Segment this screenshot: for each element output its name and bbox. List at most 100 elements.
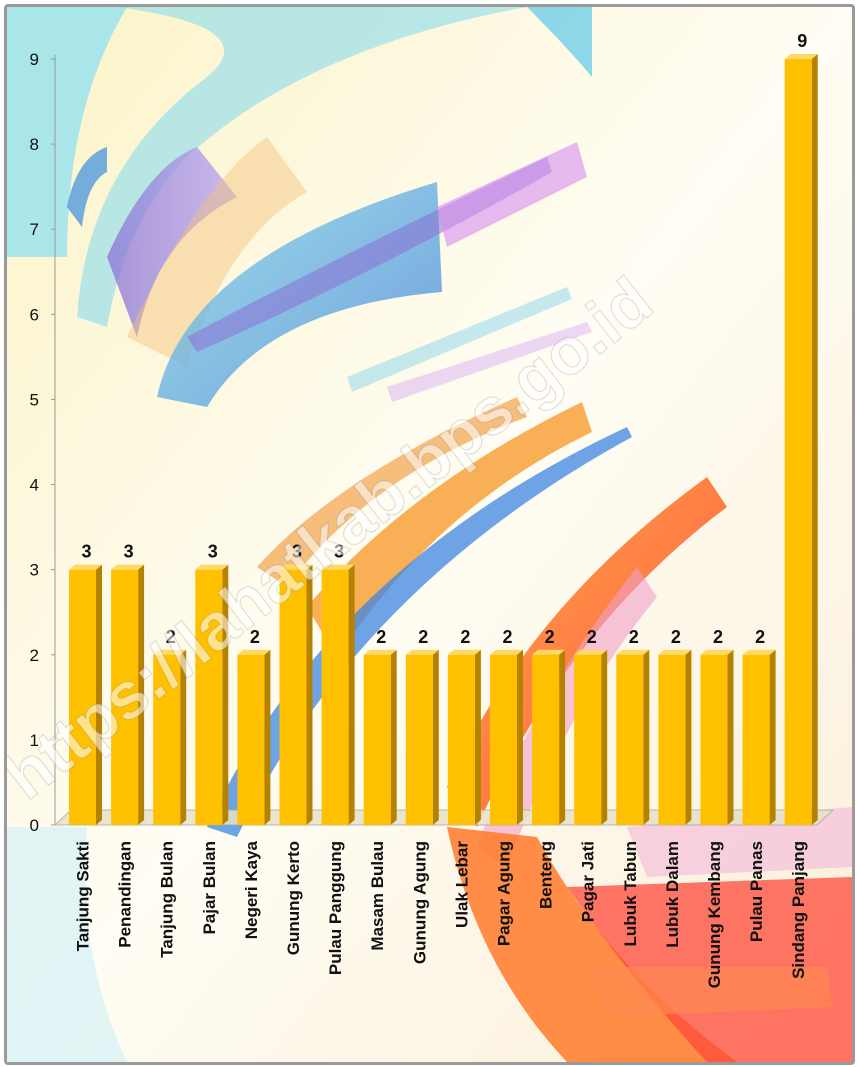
bar-front	[237, 654, 265, 825]
y-tick-label: 8	[30, 135, 39, 154]
x-tick-label: Ulak Lebar	[452, 841, 471, 928]
bar-side	[474, 649, 481, 825]
y-tick-label: 0	[30, 816, 39, 835]
bar-side	[601, 649, 608, 825]
bar-top	[658, 649, 692, 655]
bar-front	[363, 654, 391, 825]
bar-front	[490, 654, 517, 825]
bar-front	[321, 569, 349, 825]
data-label: 2	[671, 627, 681, 647]
bar-top	[574, 649, 608, 655]
bar	[700, 649, 734, 825]
bar-side	[811, 54, 818, 825]
bar	[363, 649, 397, 825]
bar-front	[742, 654, 770, 825]
data-label: 2	[460, 627, 470, 647]
x-tick-label: Penandingan	[116, 841, 135, 948]
data-label: 9	[797, 31, 807, 51]
x-tick-label: Pulau Panas	[747, 841, 766, 942]
bar-top	[616, 649, 650, 655]
bar	[532, 649, 566, 825]
data-label: 2	[629, 627, 639, 647]
x-tick-label: Sindang Panjang	[789, 841, 808, 979]
bar-top	[69, 564, 102, 570]
x-tick-label: Lubuk Tabun	[621, 841, 640, 946]
bar	[279, 564, 313, 825]
x-tick-label: Masam Bulau	[368, 841, 387, 951]
x-tick-label: Gunung Kembang	[705, 841, 724, 988]
bar-top	[195, 564, 229, 570]
x-tick-label: Tanjung Sakti	[74, 841, 93, 951]
bar-front	[153, 654, 181, 825]
bar	[405, 649, 439, 825]
bar-side	[727, 649, 734, 825]
y-tick-label: 1	[30, 731, 39, 750]
bar	[784, 54, 818, 825]
bar-top	[447, 649, 481, 655]
bar-top	[279, 564, 313, 570]
bar-front	[69, 569, 96, 825]
data-label: 2	[502, 627, 512, 647]
data-label: 2	[376, 627, 386, 647]
x-tick-label: Gunung Kerto	[284, 841, 303, 955]
bar	[321, 564, 355, 825]
x-tick-label: Lubuk Dalam	[663, 841, 682, 948]
bar	[447, 649, 481, 825]
y-tick-label: 6	[30, 305, 39, 324]
data-label: 2	[250, 627, 260, 647]
bar-front	[111, 569, 139, 825]
bar	[153, 649, 187, 825]
data-label: 3	[334, 542, 344, 562]
bar-side	[769, 649, 776, 825]
bar-side	[559, 649, 566, 825]
x-tick-label: Benteng	[537, 841, 556, 909]
data-labels: 3 3 2 3 2 3 3 2 2 2 2 2 2 2 2 2 2 9	[81, 31, 807, 647]
bar-front	[658, 654, 686, 825]
bar	[111, 564, 145, 825]
bar-side	[96, 564, 102, 825]
y-tick-label: 2	[30, 646, 39, 665]
bar-front	[700, 654, 728, 825]
x-tick-label: Negeri Kaya	[242, 840, 261, 939]
bar-side	[348, 564, 355, 825]
bar-front	[574, 654, 602, 825]
x-tick-label: Pagar Agung	[495, 841, 514, 946]
data-label: 3	[208, 542, 218, 562]
bars	[69, 54, 818, 825]
bar-front	[405, 654, 433, 825]
x-tick-label: Pagar Jati	[579, 841, 598, 922]
bar-side	[390, 649, 397, 825]
y-tick-label: 9	[30, 50, 39, 69]
bar	[490, 649, 523, 825]
bar	[742, 649, 776, 825]
y-tick-label: 7	[30, 220, 39, 239]
data-label: 2	[713, 627, 723, 647]
bar-side	[180, 649, 187, 825]
x-tick-label: Pulau Panggung	[326, 841, 345, 975]
bar-top	[111, 564, 145, 570]
bar-front	[616, 654, 644, 825]
data-label: 3	[124, 542, 134, 562]
bar-front	[532, 654, 560, 825]
y-tick-label: 3	[30, 561, 39, 580]
data-label: 3	[292, 542, 302, 562]
bar-top	[405, 649, 439, 655]
x-tick-label: Pajar Bulan	[200, 841, 219, 935]
bar-top	[490, 649, 523, 655]
data-label: 2	[166, 627, 176, 647]
bar-side	[222, 564, 229, 825]
bar-front	[447, 654, 475, 825]
bar-chart: 0 1 2 3 4 5 6 7 8 9 3 3 2 3 2 3 3 2 2 2 2 2 2 2 2 2 2 9 Tanjung Sa…	[7, 7, 852, 1062]
bar-side	[517, 649, 523, 825]
background-decoration	[7, 7, 852, 1062]
chart-frame: 0 1 2 3 4 5 6 7 8 9 3 3 2 3 2 3 3 2 2 2 2 2 2 2 2 2 2 9 Tanjung Sa…	[4, 4, 855, 1065]
bar-side	[643, 649, 650, 825]
bar	[195, 564, 229, 825]
bar-front	[784, 59, 812, 825]
bar-side	[138, 564, 145, 825]
x-tick-label: Tanjung Bulan	[158, 841, 177, 958]
bar-side	[432, 649, 439, 825]
bar	[574, 649, 608, 825]
bar	[237, 649, 271, 825]
y-axis: 0 1 2 3 4 5 6 7 8 9	[30, 50, 56, 835]
